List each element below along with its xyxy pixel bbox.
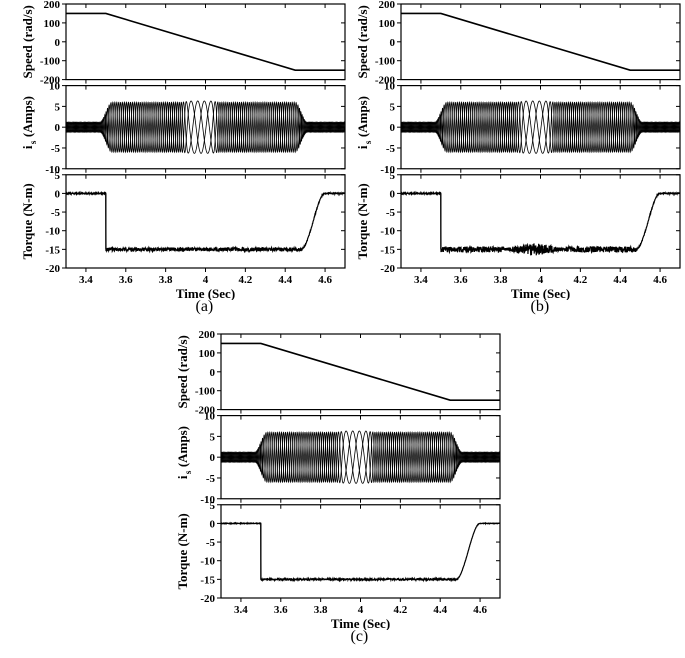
svg-text:3.6: 3.6 <box>454 274 468 286</box>
panel-label-a: (a) <box>196 298 214 316</box>
svg-text:5: 5 <box>210 500 216 512</box>
svg-text:4.6: 4.6 <box>653 274 667 286</box>
svg-text:3.4: 3.4 <box>414 274 428 286</box>
svg-text:-5: -5 <box>51 207 61 219</box>
svg-text:4.6: 4.6 <box>318 274 332 286</box>
svg-text:200: 200 <box>379 0 396 11</box>
svg-text:-5: -5 <box>206 537 216 549</box>
svg-text:5: 5 <box>390 170 396 182</box>
svg-text:4.2: 4.2 <box>393 604 407 616</box>
svg-text:-5: -5 <box>51 143 61 155</box>
speed-trace <box>66 13 345 70</box>
svg-text:100: 100 <box>44 18 61 30</box>
svg-text:4: 4 <box>358 604 364 616</box>
svg-text:0: 0 <box>55 37 61 49</box>
svg-text:5: 5 <box>390 101 396 113</box>
svg-text:200: 200 <box>44 0 61 11</box>
svg-text:0: 0 <box>390 122 396 134</box>
svg-text:Speed (rad/s): Speed (rad/s) <box>20 5 35 78</box>
svg-text:-5: -5 <box>206 473 216 485</box>
svg-text:-10: -10 <box>200 556 215 568</box>
svg-text:3.8: 3.8 <box>494 274 508 286</box>
svg-text:(Amps): (Amps) <box>20 96 35 137</box>
svg-text:200: 200 <box>199 330 216 341</box>
svg-text:3.8: 3.8 <box>159 274 173 286</box>
svg-text:4.4: 4.4 <box>433 604 447 616</box>
panel-label-b: (b) <box>531 298 550 316</box>
panel-c-svg: -200-1000100200Speed (rad/s)-10-50510is … <box>175 330 505 630</box>
svg-text:-15: -15 <box>200 574 215 586</box>
svg-text:s: s <box>28 140 38 144</box>
svg-text:i: i <box>20 145 35 149</box>
svg-text:(Amps): (Amps) <box>355 96 370 137</box>
svg-text:4.4: 4.4 <box>278 274 292 286</box>
svg-text:4.6: 4.6 <box>473 604 487 616</box>
svg-text:-20: -20 <box>200 593 215 605</box>
svg-text:10: 10 <box>204 411 216 423</box>
svg-text:3.6: 3.6 <box>274 604 288 616</box>
svg-text:4: 4 <box>538 274 544 286</box>
svg-text:5: 5 <box>55 101 61 113</box>
svg-text:0: 0 <box>210 518 216 530</box>
svg-text:s: s <box>363 140 373 144</box>
svg-text:-20: -20 <box>380 263 395 275</box>
svg-text:0: 0 <box>210 367 216 379</box>
svg-text:0: 0 <box>55 188 61 200</box>
svg-text:100: 100 <box>379 18 396 30</box>
panel-b-svg: -200-1000100200Speed (rad/s)-10-50510is … <box>355 0 685 300</box>
svg-text:5: 5 <box>210 431 216 443</box>
svg-text:Speed (rad/s): Speed (rad/s) <box>355 5 370 78</box>
svg-text:-20: -20 <box>45 263 60 275</box>
svg-text:-5: -5 <box>386 207 396 219</box>
svg-text:-100: -100 <box>375 56 396 68</box>
svg-text:-10: -10 <box>45 226 60 238</box>
svg-text:0: 0 <box>55 122 61 134</box>
svg-text:3.4: 3.4 <box>234 604 248 616</box>
panel-c: -200-1000100200Speed (rad/s)-10-50510is … <box>175 330 505 630</box>
svg-text:-15: -15 <box>380 244 395 256</box>
svg-text:4.2: 4.2 <box>573 274 587 286</box>
panel-a-svg: -200-1000100200Speed (rad/s)-10-50510is … <box>20 0 350 300</box>
svg-text:10: 10 <box>384 81 396 93</box>
svg-text:-10: -10 <box>380 226 395 238</box>
svg-text:10: 10 <box>49 81 61 93</box>
svg-text:Speed (rad/s): Speed (rad/s) <box>175 335 190 408</box>
svg-text:i: i <box>355 145 370 149</box>
svg-text:(Amps): (Amps) <box>175 426 190 467</box>
svg-text:0: 0 <box>210 452 216 464</box>
svg-text:3.4: 3.4 <box>79 274 93 286</box>
svg-text:-5: -5 <box>386 143 396 155</box>
svg-text:-15: -15 <box>45 244 60 256</box>
panel-label-c: (c) <box>351 628 369 646</box>
svg-text:100: 100 <box>199 348 216 360</box>
speed-trace <box>221 343 500 400</box>
svg-text:Torque (N-m): Torque (N-m) <box>355 183 370 259</box>
svg-text:s: s <box>183 470 193 474</box>
svg-text:0: 0 <box>390 188 396 200</box>
svg-text:5: 5 <box>55 170 61 182</box>
speed-trace <box>401 13 680 70</box>
svg-text:Torque (N-m): Torque (N-m) <box>175 513 190 589</box>
svg-text:3.8: 3.8 <box>314 604 328 616</box>
svg-text:i: i <box>175 475 190 479</box>
svg-text:4: 4 <box>203 274 209 286</box>
svg-text:3.6: 3.6 <box>119 274 133 286</box>
svg-text:4.4: 4.4 <box>613 274 627 286</box>
svg-text:0: 0 <box>390 37 396 49</box>
svg-text:4.2: 4.2 <box>238 274 252 286</box>
panel-a: -200-1000100200Speed (rad/s)-10-50510is … <box>20 0 350 300</box>
panel-b: -200-1000100200Speed (rad/s)-10-50510is … <box>355 0 685 300</box>
svg-text:-100: -100 <box>40 56 61 68</box>
svg-text:Torque (N-m): Torque (N-m) <box>20 183 35 259</box>
svg-text:-100: -100 <box>195 386 216 398</box>
